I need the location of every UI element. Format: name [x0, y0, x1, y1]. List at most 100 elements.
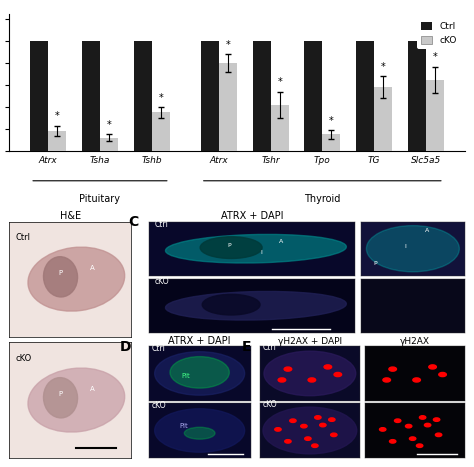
- Circle shape: [389, 367, 396, 371]
- Text: C: C: [128, 215, 138, 229]
- Text: cKO: cKO: [16, 354, 32, 363]
- Bar: [374, 87, 392, 151]
- Title: ATRX + DAPI: ATRX + DAPI: [168, 335, 231, 346]
- Text: *: *: [329, 115, 334, 126]
- Bar: [408, 42, 426, 151]
- Circle shape: [429, 365, 437, 369]
- Text: A: A: [279, 239, 283, 244]
- Text: Ctrl: Ctrl: [155, 220, 169, 229]
- Circle shape: [436, 433, 442, 437]
- Text: *: *: [158, 92, 163, 103]
- Text: Ctrl: Ctrl: [152, 344, 165, 353]
- Text: D: D: [120, 340, 131, 354]
- Bar: [134, 42, 152, 151]
- Circle shape: [290, 419, 296, 423]
- Bar: [48, 131, 66, 151]
- Circle shape: [301, 425, 307, 428]
- Bar: [426, 80, 444, 151]
- Bar: [271, 105, 289, 151]
- Legend: Ctrl, cKO: Ctrl, cKO: [417, 19, 460, 49]
- Ellipse shape: [44, 257, 78, 297]
- Circle shape: [334, 373, 342, 376]
- Circle shape: [419, 416, 426, 419]
- Ellipse shape: [170, 357, 229, 388]
- Circle shape: [312, 444, 318, 447]
- Circle shape: [308, 378, 316, 382]
- Text: P: P: [227, 242, 231, 248]
- Text: Thyroid: Thyroid: [304, 194, 340, 205]
- Circle shape: [433, 418, 440, 421]
- Circle shape: [278, 378, 286, 382]
- Circle shape: [275, 428, 281, 431]
- Ellipse shape: [28, 247, 125, 311]
- Ellipse shape: [165, 234, 346, 263]
- Ellipse shape: [200, 237, 262, 259]
- Text: P: P: [58, 391, 63, 397]
- Text: *: *: [226, 40, 230, 50]
- Circle shape: [328, 418, 335, 421]
- Ellipse shape: [202, 294, 260, 315]
- Text: A: A: [90, 265, 94, 270]
- Text: I: I: [405, 244, 407, 248]
- Ellipse shape: [44, 378, 78, 418]
- Circle shape: [405, 425, 412, 428]
- Circle shape: [424, 423, 431, 427]
- Circle shape: [394, 419, 401, 423]
- Circle shape: [439, 373, 447, 376]
- Title: H&E: H&E: [60, 211, 81, 221]
- Text: Ctrl: Ctrl: [263, 343, 277, 352]
- Text: cKO: cKO: [152, 401, 166, 410]
- Bar: [253, 42, 271, 151]
- Ellipse shape: [28, 368, 125, 432]
- Ellipse shape: [155, 352, 245, 395]
- Text: A: A: [425, 228, 429, 234]
- Bar: [100, 138, 118, 151]
- Circle shape: [285, 439, 291, 443]
- Circle shape: [390, 439, 396, 443]
- Circle shape: [383, 378, 391, 382]
- Text: *: *: [277, 77, 282, 87]
- Text: A: A: [90, 386, 94, 391]
- Text: *: *: [107, 120, 111, 130]
- Circle shape: [315, 416, 321, 419]
- Title: γH2AX: γH2AX: [400, 337, 429, 346]
- Circle shape: [331, 433, 337, 437]
- Text: *: *: [381, 62, 385, 72]
- Circle shape: [380, 428, 386, 431]
- Ellipse shape: [155, 409, 245, 452]
- Text: I: I: [260, 250, 262, 255]
- Text: Ctrl: Ctrl: [16, 233, 30, 242]
- Bar: [356, 42, 374, 151]
- Circle shape: [284, 367, 292, 371]
- Circle shape: [413, 378, 420, 382]
- Text: E: E: [242, 340, 252, 354]
- Text: P: P: [374, 261, 377, 266]
- Ellipse shape: [263, 407, 357, 454]
- Bar: [152, 113, 170, 151]
- Circle shape: [324, 365, 332, 369]
- Circle shape: [417, 444, 423, 447]
- Ellipse shape: [264, 351, 356, 396]
- Bar: [201, 42, 219, 151]
- Text: Pit: Pit: [181, 373, 190, 379]
- Title: γH2AX + DAPI: γH2AX + DAPI: [278, 337, 342, 346]
- Text: P: P: [58, 270, 63, 276]
- Circle shape: [305, 437, 311, 440]
- Text: Pituitary: Pituitary: [80, 194, 120, 205]
- Title: ATRX + DAPI: ATRX + DAPI: [220, 211, 283, 221]
- Text: cKO: cKO: [155, 277, 169, 286]
- Circle shape: [319, 423, 326, 427]
- Text: *: *: [432, 52, 437, 62]
- Ellipse shape: [165, 291, 346, 320]
- Bar: [219, 63, 237, 151]
- Text: *: *: [55, 111, 60, 121]
- Ellipse shape: [366, 226, 459, 272]
- Bar: [322, 134, 340, 151]
- Circle shape: [410, 437, 416, 440]
- Text: Pit: Pit: [179, 423, 188, 429]
- Ellipse shape: [184, 427, 215, 439]
- Bar: [82, 42, 100, 151]
- Text: cKO: cKO: [263, 400, 278, 409]
- Bar: [304, 42, 322, 151]
- Bar: [30, 42, 48, 151]
